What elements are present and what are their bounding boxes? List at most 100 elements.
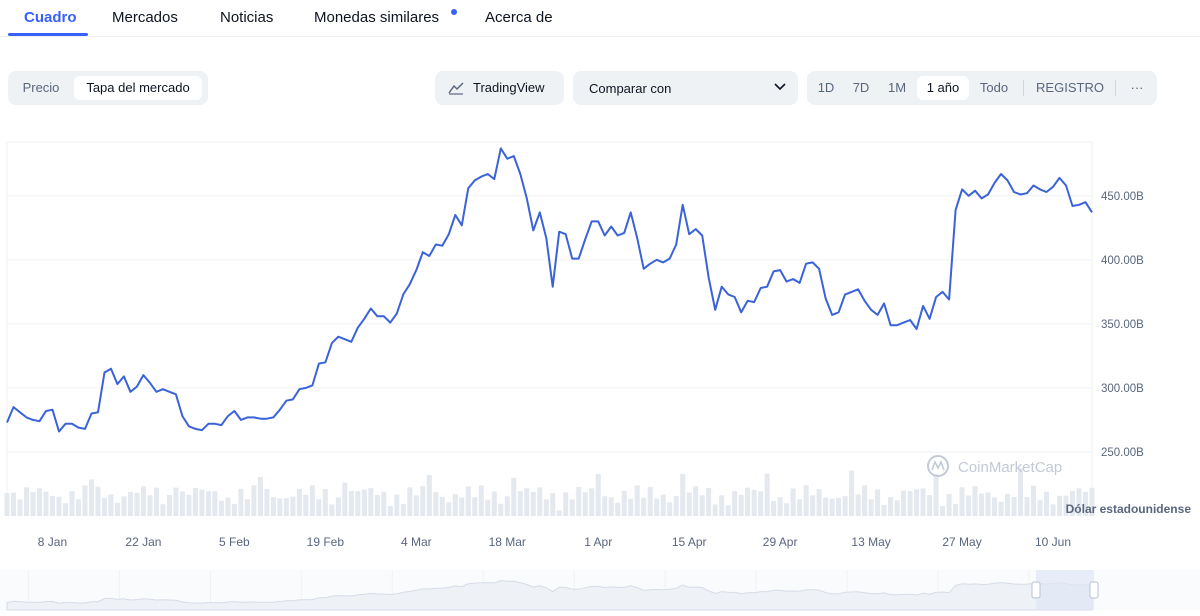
volume-bar bbox=[4, 493, 10, 516]
range-7d[interactable]: 7D bbox=[852, 80, 870, 95]
currency-label: Dólar estadounidense bbox=[1066, 502, 1192, 516]
volume-bar bbox=[589, 488, 595, 516]
volume-bar bbox=[75, 499, 81, 516]
volume-bar bbox=[186, 494, 192, 516]
volume-bar bbox=[550, 493, 556, 516]
range-1d[interactable]: 1D bbox=[817, 80, 835, 95]
x-tick-label: 19 Feb bbox=[307, 535, 345, 549]
volume-bar bbox=[1011, 497, 1017, 516]
volume-bar bbox=[108, 494, 114, 516]
volume-bar bbox=[504, 496, 510, 516]
range-all[interactable]: Todo bbox=[979, 80, 1009, 95]
volume-bar bbox=[992, 497, 998, 516]
volume-bar bbox=[491, 491, 497, 516]
volume-bar bbox=[875, 489, 881, 516]
x-tick-label: 1 Apr bbox=[584, 535, 612, 549]
tab-mercados[interactable]: Mercados bbox=[112, 9, 178, 26]
volume-bar bbox=[979, 493, 985, 516]
compare-label: Comparar con bbox=[589, 81, 672, 96]
volume-bar bbox=[816, 489, 822, 516]
navigator-selection[interactable] bbox=[1036, 570, 1094, 610]
volume-bar bbox=[238, 488, 244, 516]
volume-bar bbox=[738, 494, 744, 516]
volume-bar bbox=[251, 485, 257, 516]
volume-bar bbox=[69, 491, 75, 516]
tab-acerca-de[interactable]: Acerca de bbox=[485, 9, 553, 26]
volume-bar bbox=[537, 487, 543, 516]
volume-bar bbox=[23, 487, 29, 516]
tab-cuadro[interactable]: Cuadro bbox=[24, 9, 77, 26]
volume-bar bbox=[1031, 485, 1037, 516]
volume-bar bbox=[62, 503, 68, 516]
volume-bar bbox=[10, 492, 16, 516]
range-1m[interactable]: 1M bbox=[887, 80, 907, 95]
volume-bar bbox=[472, 497, 478, 516]
navigator-handle[interactable] bbox=[1031, 581, 1041, 599]
market-cap-chart[interactable]: CoinMarketCap 450.00B 400.00B 350.00B 300.0… bbox=[0, 130, 1200, 616]
volume-bar bbox=[628, 498, 634, 516]
volume-bar bbox=[264, 488, 270, 516]
volume-bar bbox=[244, 499, 250, 516]
tab-noticias[interactable]: Noticias bbox=[220, 9, 274, 26]
x-tick-label: 27 May bbox=[942, 535, 981, 549]
watermark: CoinMarketCap bbox=[927, 455, 1062, 477]
volume-bar bbox=[342, 482, 348, 516]
volume-bar bbox=[914, 489, 920, 516]
volume-bar bbox=[17, 499, 23, 516]
tradingview-label: TradingView bbox=[473, 80, 545, 95]
volume-bar bbox=[218, 500, 224, 516]
volume-bar bbox=[543, 499, 549, 516]
volume-bar bbox=[745, 487, 751, 516]
volume-bar bbox=[576, 487, 582, 516]
volume-bar bbox=[95, 486, 101, 516]
chart-svg[interactable]: CoinMarketCap 450.00B 400.00B 350.00B 300.0… bbox=[0, 130, 1200, 616]
volume-bar bbox=[680, 473, 686, 516]
volume-bar bbox=[933, 474, 939, 516]
new-indicator-dot bbox=[451, 9, 457, 15]
volume-bar bbox=[901, 490, 907, 516]
volume-bar bbox=[355, 491, 361, 516]
volume-bar bbox=[907, 491, 913, 516]
y-tick-label: 450.00B bbox=[1101, 191, 1144, 203]
tab-monedas-similares[interactable]: Monedas similares bbox=[314, 9, 440, 26]
y-tick-label: 400.00B bbox=[1101, 255, 1144, 267]
volume-bar bbox=[927, 495, 933, 516]
volume-bar bbox=[296, 488, 302, 516]
volume-bar bbox=[803, 485, 809, 516]
divider bbox=[1023, 80, 1024, 96]
volume-bar bbox=[147, 495, 153, 516]
metric-marketcap-option[interactable]: Tapa del mercado bbox=[74, 76, 202, 100]
volume-bar bbox=[654, 498, 660, 516]
volume-bar bbox=[751, 489, 757, 516]
x-tick-label: 13 May bbox=[851, 535, 890, 549]
divider bbox=[1115, 80, 1116, 96]
volume-bar bbox=[303, 494, 309, 516]
volume-bar bbox=[452, 494, 458, 516]
volume-bar bbox=[829, 498, 835, 516]
volume-bar bbox=[621, 490, 627, 516]
metric-price-option[interactable]: Precio bbox=[22, 80, 60, 95]
volume-bar bbox=[88, 479, 94, 516]
volume-bar bbox=[1005, 493, 1011, 516]
more-options-button[interactable]: ··· bbox=[1130, 80, 1144, 95]
volume-bar bbox=[433, 492, 439, 516]
log-scale-button[interactable]: REGISTRO bbox=[1036, 80, 1104, 95]
volume-bar bbox=[699, 495, 705, 516]
volume-bar bbox=[790, 488, 796, 516]
volume-bar bbox=[667, 502, 673, 516]
volume-bar bbox=[959, 487, 965, 516]
volume-bar bbox=[524, 488, 530, 516]
volume-bar bbox=[192, 487, 198, 516]
range-navigator[interactable] bbox=[0, 570, 1200, 611]
range-1y[interactable]: 1 año bbox=[917, 76, 969, 100]
volume-bar bbox=[641, 497, 647, 516]
compare-dropdown[interactable]: Comparar con bbox=[573, 71, 798, 105]
tradingview-button[interactable]: TradingView bbox=[435, 71, 564, 105]
line-chart-icon bbox=[448, 82, 464, 95]
volume-bar bbox=[1070, 490, 1076, 516]
volume-bar bbox=[511, 477, 517, 516]
volume-bar bbox=[647, 486, 653, 516]
volume-bar bbox=[842, 496, 848, 516]
volume-bar bbox=[888, 496, 894, 516]
navigator-handle[interactable] bbox=[1089, 581, 1099, 599]
